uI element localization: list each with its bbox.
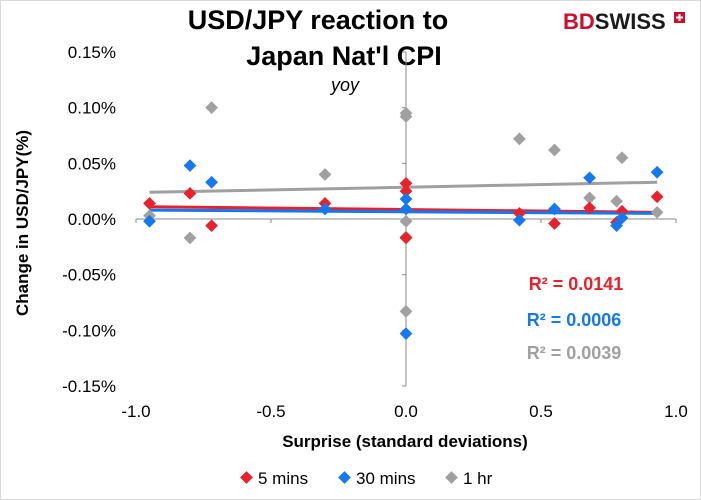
x-tick-label: 1.0 — [664, 402, 688, 421]
chart-subtitle: yoy — [329, 75, 360, 95]
point-5-mins — [183, 187, 197, 200]
y-tick-labels: 0.15% 0.10% 0.05% 0.00% -0.05% -0.10% -0.15% — [62, 43, 116, 396]
point-30-mins — [399, 202, 413, 216]
point-5-mins — [143, 197, 156, 210]
chart-title-line-1: USD/JPY reaction to — [188, 5, 449, 35]
x-axis-label: Surprise (standard deviations) — [282, 432, 528, 451]
y-axis-label: Change in USD/JPY(%) — [13, 130, 32, 316]
r2-label-30-mins: R² = 0.0006 — [527, 310, 622, 330]
legend-label-30-mins: 30 mins — [356, 469, 416, 488]
point-30-mins — [143, 214, 156, 228]
point-5-mins — [399, 177, 413, 190]
y-tick-label: -0.10% — [62, 321, 116, 340]
point-5-mins — [650, 190, 664, 204]
data-points — [143, 101, 664, 341]
point-1-hr — [610, 194, 623, 208]
legend-item-30-mins: 30 mins — [338, 469, 416, 488]
legend-item-5-mins: 5 mins — [240, 469, 308, 488]
point-30-mins — [399, 327, 413, 341]
x-tick-label: -0.5 — [256, 402, 285, 421]
point-5-mins — [399, 231, 413, 245]
trendline-1-hr — [149, 180, 658, 194]
point-1-hr — [399, 110, 413, 123]
y-tick-label: 0.05% — [68, 154, 116, 173]
point-30-mins — [399, 192, 413, 206]
x-tick-labels: -1.0 -0.5 0.0 0.5 1.0 — [121, 402, 687, 421]
point-1-hr — [183, 231, 197, 245]
x-tick-label: 0.0 — [394, 402, 418, 421]
y-tick-label: 0.00% — [68, 210, 116, 229]
point-1-hr — [615, 151, 629, 165]
y-tick-label: -0.05% — [62, 266, 116, 285]
legend-marker-1-hr — [445, 471, 458, 484]
point-1-hr — [318, 168, 332, 181]
point-30-mins — [205, 175, 218, 189]
r2-label-5-mins: R² = 0.0141 — [529, 274, 624, 294]
legend-label-5-mins: 5 mins — [258, 469, 308, 488]
legend-label-1-hr: 1 hr — [463, 469, 493, 488]
point-30-mins — [183, 159, 197, 172]
point-30-mins — [318, 202, 332, 216]
point-1-hr — [399, 305, 413, 318]
x-tick-label: -1.0 — [121, 402, 150, 421]
chart-title-line-2: Japan Nat'l CPI — [246, 41, 441, 71]
brand-part-2: SWISS — [595, 9, 666, 34]
x-tick-label: 0.5 — [529, 402, 553, 421]
y-tick-label: 0.10% — [68, 99, 116, 118]
point-1-hr — [650, 205, 664, 219]
legend-item-1-hr: 1 hr — [445, 469, 493, 488]
brand-logo: BDSWISS — [563, 9, 685, 34]
point-5-mins — [205, 219, 218, 233]
y-tick-label: 0.15% — [68, 43, 116, 62]
point-30-mins — [513, 213, 526, 227]
legend-marker-5-mins — [240, 471, 253, 484]
legend: 5 mins 30 mins 1 hr — [240, 469, 493, 488]
point-1-hr — [205, 101, 218, 115]
point-5-mins — [399, 184, 413, 198]
r2-label-1-hr: R² = 0.0039 — [527, 343, 622, 363]
swiss-cross-icon — [674, 12, 685, 23]
brand-text: BDSWISS — [563, 9, 666, 34]
point-1-hr — [513, 132, 526, 146]
point-1-hr — [399, 214, 413, 228]
point-1-hr — [548, 143, 561, 157]
brand-part-1: BD — [563, 9, 595, 34]
y-tick-label: -0.15% — [62, 377, 116, 396]
legend-marker-30-mins — [338, 471, 351, 484]
point-30-mins — [650, 165, 664, 179]
